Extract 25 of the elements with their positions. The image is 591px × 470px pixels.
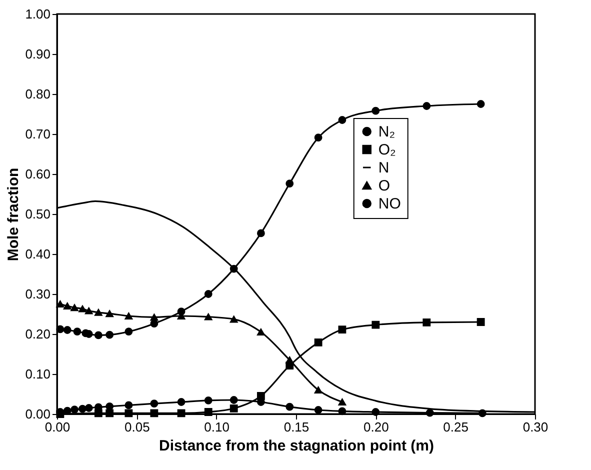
x-tick-label: 0.00: [44, 420, 70, 434]
legend-label: O: [378, 178, 390, 194]
legend-label: NO: [378, 196, 401, 212]
y-tick-label: 0.60: [25, 166, 50, 182]
y-tick-label: 1.00: [25, 6, 50, 22]
y-tick-label: 0.00: [25, 406, 50, 422]
legend-label: N₂: [378, 124, 396, 140]
y-tick-label: 0.10: [25, 366, 50, 382]
x-tick-label: 0.20: [364, 420, 389, 434]
legend-label: O₂: [378, 142, 396, 158]
x-tick-label: 0.15: [284, 420, 310, 434]
y-axis-title: Mole fraction: [5, 168, 22, 262]
y-tick-label: 0.90: [25, 46, 50, 62]
y-tick-label: 0.30: [25, 286, 50, 302]
x-tick-label: 0.25: [443, 420, 468, 434]
x-axis-title: Distance from the stagnation point (m): [158, 438, 434, 454]
y-tick-label: 0.80: [25, 86, 50, 102]
legend-label: N: [378, 160, 390, 176]
x-tick-label: 0.05: [124, 420, 150, 434]
x-tick-label: 0.30: [522, 420, 548, 434]
y-tick-label: 0.20: [25, 326, 50, 342]
y-tick-label: 0.70: [25, 126, 50, 142]
y-tick-label: 0.50: [25, 206, 50, 222]
x-tick-label: 0.10: [204, 420, 230, 434]
y-tick-label: 0.40: [25, 246, 50, 262]
